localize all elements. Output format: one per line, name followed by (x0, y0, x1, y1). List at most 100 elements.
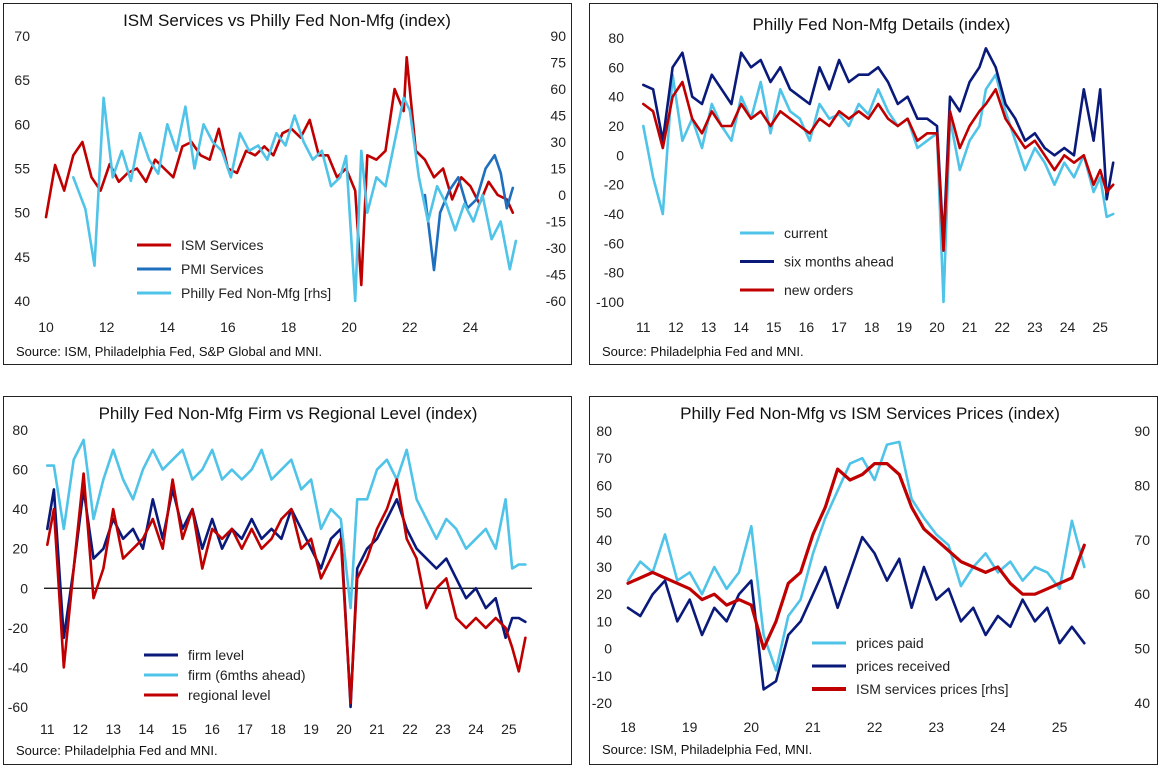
chart-title: Philly Fed Non-Mfg vs ISM Services Price… (680, 404, 1060, 423)
legend-label: new orders (784, 282, 853, 298)
x-tick-label: 24 (463, 319, 479, 335)
x-tick-label: 17 (237, 721, 253, 737)
chart-panel-prices: Philly Fed Non-Mfg vs ISM Services Price… (589, 396, 1158, 765)
y-left-tick-label: 40 (596, 532, 612, 548)
x-tick-label: 12 (99, 319, 115, 335)
y-left-tick-label: 55 (14, 161, 30, 177)
series-line-ism-services (44, 55, 515, 287)
series-line-six-months-ahead (641, 46, 1115, 245)
y-left-tick-label: 0 (616, 147, 624, 163)
x-tick-label: 25 (501, 721, 517, 737)
chart-prices: Philly Fed Non-Mfg vs ISM Services Price… (592, 404, 1150, 757)
legend-label: firm level (188, 647, 244, 663)
y-left-tick-label: 50 (14, 205, 30, 221)
y-left-tick-label: 30 (596, 559, 612, 575)
legend-label: PMI Services (181, 261, 263, 277)
y-left-tick-label: 0 (604, 641, 612, 657)
x-tick-label: 24 (990, 719, 1006, 735)
y-left-tick-label: -60 (604, 235, 624, 251)
x-tick-label: 25 (1092, 319, 1108, 335)
x-tick-label: 13 (701, 319, 717, 335)
source-note: Source: ISM, Philadelphia Fed, S&P Globa… (16, 344, 322, 359)
chart-panel-firm-vs-regional: Philly Fed Non-Mfg Firm vs Regional Leve… (3, 396, 572, 765)
x-tick-label: 11 (40, 721, 55, 737)
y-left-tick-label: 20 (608, 118, 624, 134)
x-tick-label: 18 (270, 721, 286, 737)
series-line-philly-fed-non-mfg-rhs (72, 96, 518, 303)
y-left-tick-label: 40 (14, 293, 30, 309)
y-right-tick-label: 40 (1134, 695, 1150, 711)
x-tick-label: 22 (867, 719, 883, 735)
y-right-tick-label: 75 (550, 55, 566, 71)
chart-title: Philly Fed Non-Mfg Details (index) (753, 15, 1011, 34)
y-left-tick-label: 60 (12, 462, 28, 478)
y-left-tick-label: 80 (596, 423, 612, 439)
y-right-tick-label: 0 (558, 187, 566, 203)
legend-label: prices received (856, 658, 950, 674)
y-left-tick-label: 60 (608, 59, 624, 75)
y-left-tick-label: 60 (14, 116, 30, 132)
x-tick-label: 20 (341, 319, 357, 335)
y-right-tick-label: 90 (1134, 423, 1150, 439)
y-left-tick-label: 20 (596, 586, 612, 602)
y-left-tick-label: -100 (596, 294, 624, 310)
x-tick-label: 23 (1027, 319, 1043, 335)
chart-philly-details: Philly Fed Non-Mfg Details (index) -100 -8… (596, 15, 1115, 359)
x-tick-label: 22 (402, 721, 418, 737)
x-tick-label: 19 (897, 319, 913, 335)
x-tick-label: 20 (336, 721, 352, 737)
legend-label: Philly Fed Non-Mfg [rhs] (181, 285, 331, 301)
series-line-regional-level (45, 472, 527, 705)
x-tick-label: 12 (668, 319, 684, 335)
y-right-tick-label: 60 (1134, 586, 1150, 602)
y-left-tick-label: 10 (596, 613, 612, 629)
y-left-tick-label: 0 (20, 580, 28, 596)
y-right-tick-label: -60 (546, 293, 566, 309)
legend-label: firm (6mths ahead) (188, 667, 305, 683)
source-note: Source: Philadelphia Fed and MNI. (16, 743, 218, 758)
y-left-tick-label: -20 (8, 620, 28, 636)
x-tick-label: 21 (369, 721, 385, 737)
legend-label: six months ahead (784, 254, 894, 270)
y-left-tick-label: 80 (608, 30, 624, 46)
chart-panel-philly-details: Philly Fed Non-Mfg Details (index) -100 -8… (589, 3, 1158, 365)
y-left-tick-label: 50 (596, 505, 612, 521)
x-tick-label: 22 (994, 319, 1010, 335)
legend-label: current (784, 225, 828, 241)
y-right-tick-label: -30 (546, 240, 566, 256)
series-line-firm-6mths-ahead (45, 438, 527, 610)
y-left-tick-label: 80 (12, 422, 28, 438)
legend-label: ISM Services (181, 237, 263, 253)
x-tick-label: 14 (138, 721, 154, 737)
y-left-tick-label: -60 (8, 699, 28, 715)
series-line-ism-services-prices-rhs (626, 461, 1086, 651)
y-left-tick-label: 70 (596, 450, 612, 466)
y-right-tick-label: 30 (550, 134, 566, 150)
x-tick-label: 14 (733, 319, 749, 335)
x-tick-label: 21 (805, 719, 821, 735)
x-tick-label: 18 (620, 719, 636, 735)
legend-label: prices paid (856, 635, 924, 651)
y-left-tick-label: 65 (14, 72, 30, 88)
source-note: Source: ISM, Philadelphia Fed, MNI. (602, 742, 812, 757)
x-tick-label: 23 (435, 721, 451, 737)
y-left-tick-label: -20 (604, 177, 624, 193)
series-line-current (641, 73, 1115, 304)
y-left-tick-label: -80 (604, 265, 624, 281)
x-tick-label: 10 (38, 319, 54, 335)
x-tick-label: 16 (220, 319, 236, 335)
legend-label: ISM services prices [rhs] (856, 681, 1008, 697)
x-tick-label: 15 (171, 721, 187, 737)
y-left-tick-label: 45 (14, 249, 30, 265)
x-tick-label: 25 (1052, 719, 1068, 735)
x-tick-label: 13 (105, 721, 121, 737)
x-tick-label: 24 (468, 721, 484, 737)
chart-title: Philly Fed Non-Mfg Firm vs Regional Leve… (99, 404, 478, 423)
source-note: Source: Philadelphia Fed and MNI. (602, 344, 804, 359)
y-left-tick-label: 40 (12, 501, 28, 517)
y-right-tick-label: 50 (1134, 641, 1150, 657)
x-tick-label: 23 (928, 719, 944, 735)
y-right-tick-label: 45 (550, 108, 566, 124)
x-tick-label: 14 (159, 319, 175, 335)
chart-ism-vs-philly: ISM Services vs Philly Fed Non-Mfg (inde… (14, 11, 566, 359)
